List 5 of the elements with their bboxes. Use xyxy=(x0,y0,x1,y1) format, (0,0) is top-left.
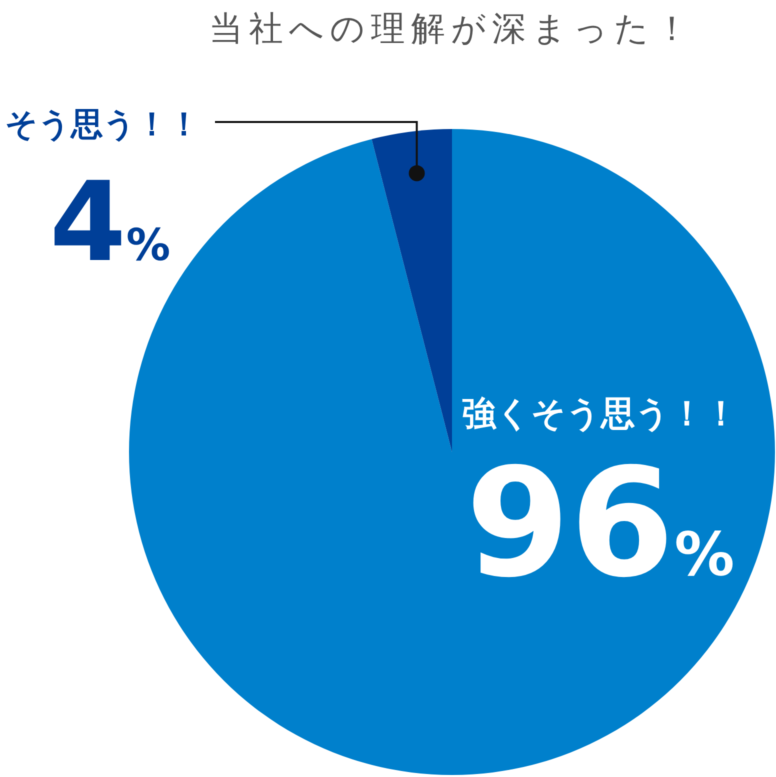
data-label: 4% xyxy=(50,158,170,286)
data-label: 96% xyxy=(466,437,734,611)
slice-label: 強くそう思う！！ xyxy=(462,394,738,434)
slice-label: そう思う！！ xyxy=(5,105,200,143)
chart-title: 当社への理解が深まった！ xyxy=(209,9,695,49)
